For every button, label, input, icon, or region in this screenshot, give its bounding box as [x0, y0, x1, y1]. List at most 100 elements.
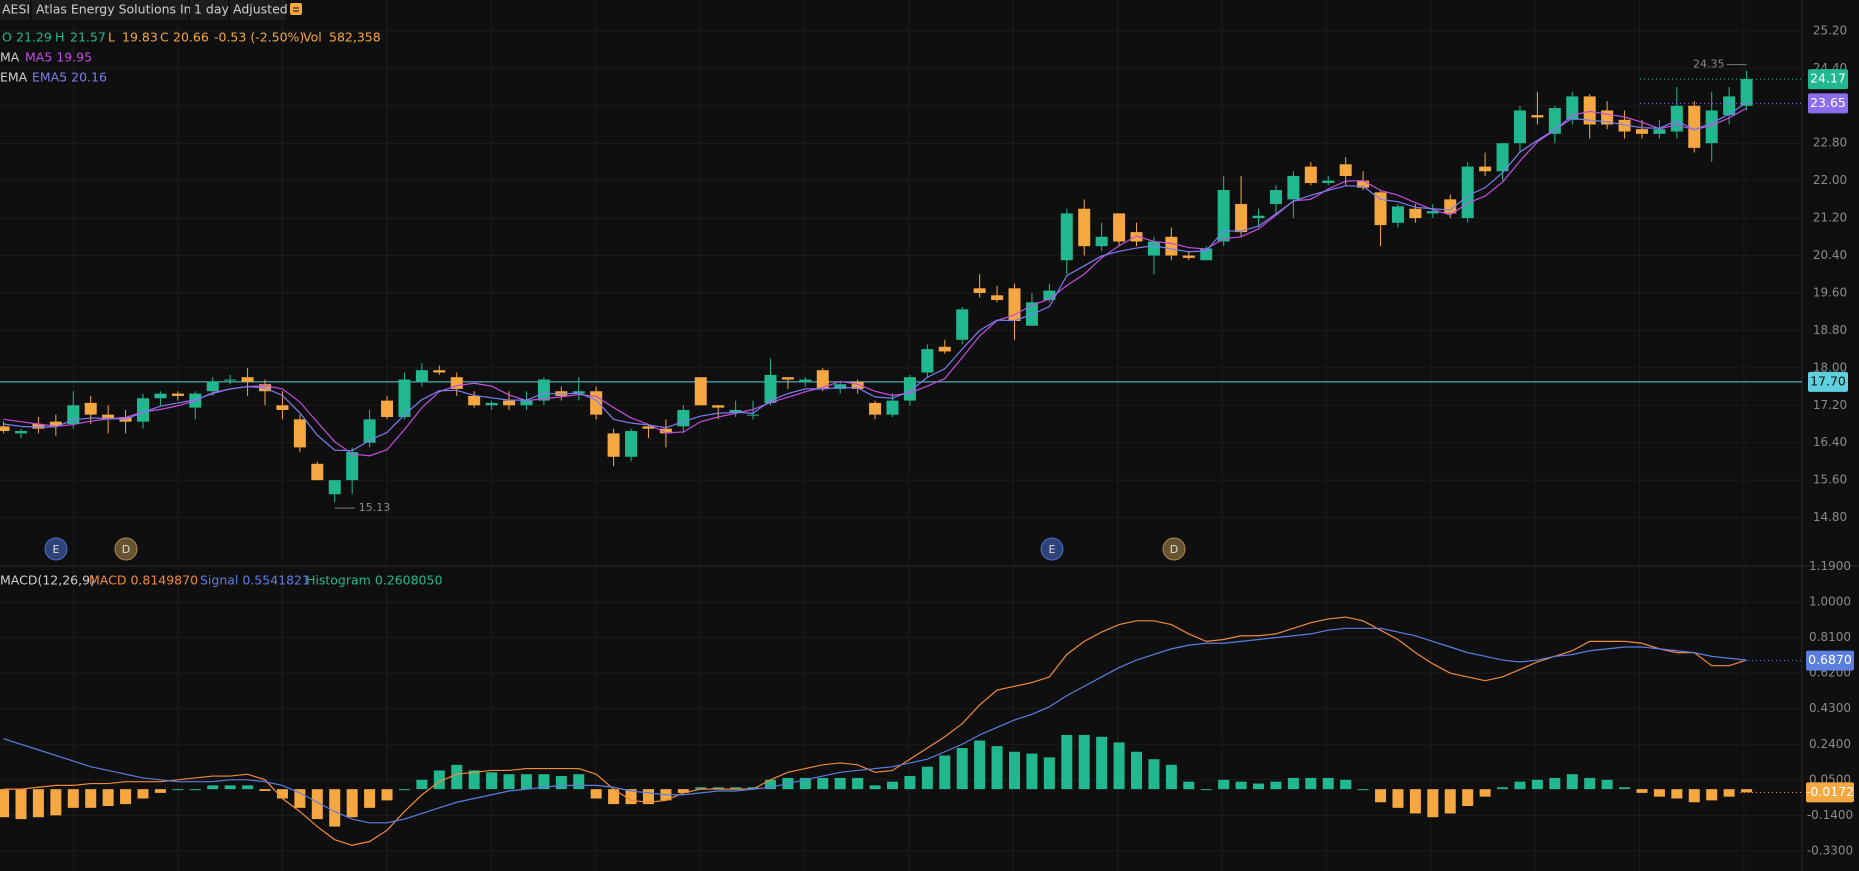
candle-body — [1217, 190, 1230, 242]
menu-icon[interactable] — [290, 3, 302, 15]
adjust-box[interactable] — [230, 0, 286, 20]
candle-body — [1391, 206, 1404, 223]
histogram-bar — [852, 777, 864, 790]
event-marker[interactable] — [114, 537, 138, 561]
adjust[interactable]: Adjusted — [233, 2, 288, 17]
histogram-bar — [1131, 751, 1143, 790]
candle-body — [1496, 143, 1509, 172]
symbol[interactable]: AESI — [2, 2, 30, 17]
ema-value: EMA5 20.16 — [32, 70, 107, 85]
candle-body — [224, 379, 237, 381]
candle-body — [1339, 164, 1352, 176]
histogram-bar — [555, 776, 567, 790]
symbol-box[interactable] — [0, 0, 30, 20]
candle-body — [607, 433, 620, 457]
candle-body — [171, 393, 184, 396]
candle-body — [311, 463, 324, 481]
value-label: -0.0172 — [1806, 784, 1854, 799]
candle-body — [293, 419, 306, 448]
histogram-bar — [1270, 781, 1282, 790]
histogram-bar — [468, 770, 480, 790]
histogram-bar — [120, 789, 132, 805]
y-tick-label: 25.20 — [1813, 23, 1847, 37]
histogram-bar — [15, 789, 27, 820]
histogram-bar — [1584, 777, 1596, 790]
ma-line — [3, 101, 1747, 452]
histogram-bar — [1340, 779, 1352, 790]
histogram-bar — [1113, 742, 1125, 790]
interval[interactable]: 1 day — [194, 2, 230, 17]
candle-body — [590, 391, 603, 415]
candle-body — [1304, 166, 1317, 183]
histogram-bar — [276, 789, 288, 799]
histogram-bar — [242, 785, 254, 790]
signal-value: Signal 0.5541821 — [200, 573, 310, 588]
ma-value: MA5 19.95 — [25, 50, 92, 65]
interval-box[interactable] — [190, 0, 228, 20]
o-value: 21.29 — [16, 30, 52, 45]
event-label: D — [1170, 543, 1178, 556]
histogram-bar — [329, 789, 341, 827]
extreme-label: 24.35 — [1693, 58, 1725, 71]
candle-body — [1165, 236, 1178, 256]
histogram-bar — [677, 789, 689, 793]
histogram-bar — [1322, 777, 1334, 790]
histogram-bar — [1462, 789, 1474, 806]
histogram-bar — [817, 777, 829, 790]
candle-body — [694, 377, 707, 406]
histogram-bar — [1009, 751, 1020, 790]
y-tick-label: 19.60 — [1813, 285, 1847, 299]
h-key: H — [55, 30, 64, 45]
histogram-bar — [642, 789, 654, 805]
histogram-bar — [433, 770, 445, 790]
histogram-bar — [1287, 777, 1299, 790]
histogram-bar — [32, 789, 44, 818]
event-marker[interactable] — [1162, 537, 1186, 561]
histogram-bar — [1392, 789, 1404, 808]
candle-body — [32, 424, 45, 429]
histogram-bar — [747, 787, 759, 790]
candle-body — [1200, 248, 1213, 261]
candle-body — [1705, 110, 1718, 144]
candle-body — [520, 400, 533, 406]
candle-body — [398, 379, 411, 417]
candle-body — [886, 400, 899, 415]
candle-body — [1374, 192, 1387, 226]
candle-body — [659, 428, 672, 434]
histogram-bar — [712, 787, 724, 790]
price-label: 23.65 — [1810, 95, 1846, 110]
histogram-bar — [1165, 764, 1177, 790]
candle-body — [1322, 180, 1335, 183]
histogram-bar — [520, 774, 532, 790]
histogram-bar — [1479, 789, 1491, 797]
candle-body — [241, 377, 254, 382]
candle-body — [49, 421, 62, 427]
candle-body — [276, 405, 289, 410]
event-marker[interactable] — [44, 537, 68, 561]
y-tick-label: 22.00 — [1813, 173, 1847, 187]
histogram-bar — [1235, 781, 1247, 790]
candle-body — [625, 431, 638, 457]
y-tick-label: -0.1400 — [1807, 808, 1853, 822]
candle-body — [1688, 105, 1701, 148]
y-tick-label: -0.3300 — [1807, 843, 1853, 857]
histogram-bar — [921, 766, 933, 790]
event-label: E — [1049, 543, 1056, 556]
c-key: C — [160, 30, 169, 45]
y-tick-label: 20.40 — [1813, 248, 1847, 262]
histogram-bar — [1653, 789, 1665, 797]
candle-body — [1670, 105, 1683, 132]
event-marker[interactable] — [1040, 537, 1064, 561]
y-tick-label: 15.60 — [1813, 473, 1847, 487]
y-tick-label: 14.80 — [1813, 510, 1847, 524]
price-label-box — [1808, 93, 1848, 114]
ma-key: MA — [0, 50, 20, 65]
candle-body — [503, 400, 516, 406]
candle-body — [415, 370, 428, 382]
histogram-bar — [102, 789, 114, 806]
candle-body — [991, 295, 1004, 300]
y-tick-label: 0.4300 — [1809, 701, 1851, 715]
histogram-bar — [416, 779, 428, 790]
histogram-bar — [869, 785, 881, 790]
